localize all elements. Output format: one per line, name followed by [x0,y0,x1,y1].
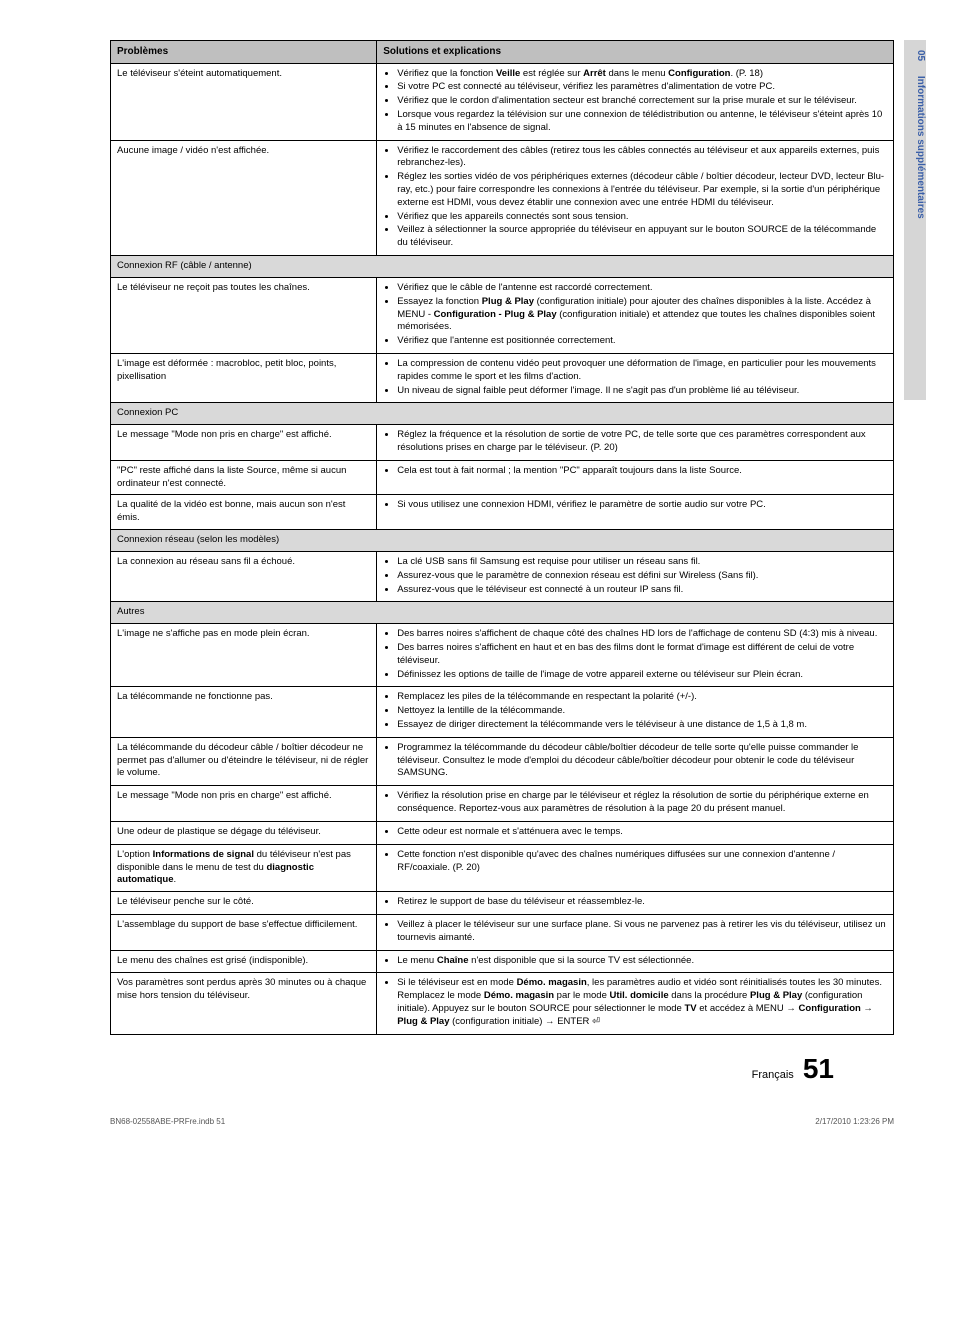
section-header: Connexion PC [111,403,894,425]
col-header-solutions: Solutions et explications [377,41,894,64]
solution-item: Réglez les sorties vidéo de vos périphér… [397,171,887,209]
solution-item: La compression de contenu vidéo peut pro… [397,358,887,384]
solution-cell: Réglez la fréquence et la résolution de … [377,425,894,461]
solution-item: Vérifiez que le cordon d'alimentation se… [397,95,887,108]
solution-item: Si votre PC est connecté au téléviseur, … [397,81,887,94]
problem-cell: L'assemblage du support de base s'effect… [111,914,377,950]
solution-cell: Cette fonction n'est disponible qu'avec … [377,844,894,891]
solution-item: Remplacez les piles de la télécommande e… [397,691,887,704]
solution-item: Définissez les options de taille de l'im… [397,669,887,682]
solution-item: Retirez le support de base du téléviseur… [397,896,887,909]
solution-item: Assurez-vous que le paramètre de connexi… [397,570,887,583]
solution-item: Vérifiez le raccordement des câbles (ret… [397,145,887,171]
solution-item: Vérifiez que l'antenne est positionnée c… [397,335,887,348]
problem-cell: "PC" reste affiché dans la liste Source,… [111,460,377,495]
side-tab-label: Informations supplémentaires [915,76,926,219]
problem-cell: L'image ne s'affiche pas en mode plein é… [111,624,377,687]
troubleshooting-table: Problèmes Solutions et explications Le t… [110,40,894,1035]
solution-item: Le menu Chaîne n'est disponible que si l… [397,955,887,968]
problem-cell: Le téléviseur ne reçoit pas toutes les c… [111,277,377,353]
problem-cell: Le message "Mode non pris en charge" est… [111,786,377,822]
problem-cell: Le téléviseur penche sur le côté. [111,892,377,915]
col-header-problems: Problèmes [111,41,377,64]
solution-item: Si vous utilisez une connexion HDMI, vér… [397,499,887,512]
section-header: Connexion RF (câble / antenne) [111,256,894,278]
solution-cell: Si le téléviseur est en mode Démo. magas… [377,973,894,1034]
solution-cell: Veillez à placer le téléviseur sur une s… [377,914,894,950]
solution-item: Cette fonction n'est disponible qu'avec … [397,849,887,875]
side-tab: 05 Informations supplémentaires [904,40,926,400]
solution-item: Vérifiez que le câble de l'antenne est r… [397,282,887,295]
problem-cell: Vos paramètres sont perdus après 30 minu… [111,973,377,1034]
solution-item: Programmez la télécommande du décodeur c… [397,742,887,780]
problem-cell: L'image est déformée : macrobloc, petit … [111,353,377,402]
solution-cell: Des barres noires s'affichent de chaque … [377,624,894,687]
solution-cell: Vérifiez la résolution prise en charge p… [377,786,894,822]
solution-item: Vérifiez que la fonction Veille est régl… [397,68,887,81]
solution-item: Lorsque vous regardez la télévision sur … [397,109,887,135]
footer-lang: Français [752,1069,794,1081]
problem-cell: Le message "Mode non pris en charge" est… [111,425,377,461]
solution-cell: Vérifiez que la fonction Veille est régl… [377,63,894,140]
problem-cell: La qualité de la vidéo est bonne, mais a… [111,495,377,530]
section-header: Connexion réseau (selon les modèles) [111,530,894,552]
solution-item: Vérifiez que les appareils connectés son… [397,211,887,224]
solution-cell: Le menu Chaîne n'est disponible que si l… [377,950,894,973]
solution-item: Si le téléviseur est en mode Démo. magas… [397,977,887,1028]
solution-item: La clé USB sans fil Samsung est requise … [397,556,887,569]
solution-cell: Si vous utilisez une connexion HDMI, vér… [377,495,894,530]
solution-item: Nettoyez la lentille de la télécommande. [397,705,887,718]
solution-cell: La compression de contenu vidéo peut pro… [377,353,894,402]
problem-cell: Le téléviseur s'éteint automatiquement. [111,63,377,140]
print-footer-right: 2/17/2010 1:23:26 PM [815,1117,894,1126]
solution-cell: Programmez la télécommande du décodeur c… [377,737,894,785]
solution-item: Des barres noires s'affichent en haut et… [397,642,887,668]
solution-item: Cela est tout à fait normal ; la mention… [397,465,887,478]
solution-cell: Retirez le support de base du téléviseur… [377,892,894,915]
problem-cell: Le menu des chaînes est grisé (indisponi… [111,950,377,973]
print-footer: BN68-02558ABE-PRFre.indb 51 2/17/2010 1:… [0,1113,954,1146]
problem-cell: La connexion au réseau sans fil a échoué… [111,551,377,601]
footer-page: 51 [803,1053,834,1084]
solution-item: Essayez de diriger directement la téléco… [397,719,887,732]
problem-cell: Aucune image / vidéo n'est affichée. [111,140,377,256]
solution-cell: Remplacez les piles de la télécommande e… [377,687,894,737]
solution-item: Un niveau de signal faible peut déformer… [397,385,887,398]
problem-cell: La télécommande ne fonctionne pas. [111,687,377,737]
solution-cell: Cette odeur est normale et s'atténuera a… [377,821,894,844]
solution-item: Essayez la fonction Plug & Play (configu… [397,296,887,334]
solution-cell: Cela est tout à fait normal ; la mention… [377,460,894,495]
solution-cell: La clé USB sans fil Samsung est requise … [377,551,894,601]
solution-item: Veillez à placer le téléviseur sur une s… [397,919,887,945]
footer: Français 51 [110,1035,894,1093]
solution-item: Assurez-vous que le téléviseur est conne… [397,584,887,597]
solution-item: Des barres noires s'affichent de chaque … [397,628,887,641]
print-footer-left: BN68-02558ABE-PRFre.indb 51 [110,1117,225,1126]
problem-cell: L'option Informations de signal du télév… [111,844,377,891]
solution-item: Cette odeur est normale et s'atténuera a… [397,826,887,839]
problem-cell: Une odeur de plastique se dégage du télé… [111,821,377,844]
solution-item: Veillez à sélectionner la source appropr… [397,224,887,250]
problem-cell: La télécommande du décodeur câble / boît… [111,737,377,785]
page: 05 Informations supplémentaires Problème… [0,0,954,1113]
solution-cell: Vérifiez le raccordement des câbles (ret… [377,140,894,256]
solution-cell: Vérifiez que le câble de l'antenne est r… [377,277,894,353]
side-tab-num: 05 [915,50,926,61]
solution-item: Vérifiez la résolution prise en charge p… [397,790,887,816]
table-body: Le téléviseur s'éteint automatiquement. V… [111,63,894,1034]
solution-item: Réglez la fréquence et la résolution de … [397,429,887,455]
section-header: Autres [111,602,894,624]
